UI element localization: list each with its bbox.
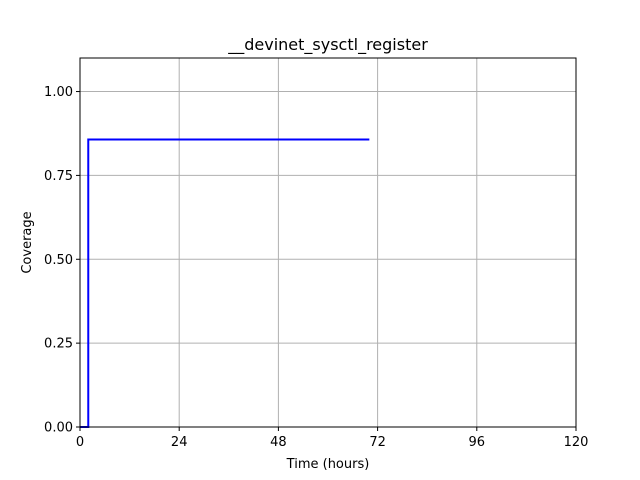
x-tick-label: 120 [564,435,589,450]
y-axis-label: Coverage [20,211,35,273]
y-tick-label: 1.00 [44,85,73,100]
x-tick-label: 48 [270,435,287,450]
ticks-layer: 0 24 48 72 96 120 0.00 0.25 0.50 0.75 1.00 [44,85,588,450]
x-tick-label: 96 [469,435,486,450]
x-tick-label: 0 [76,435,84,450]
y-tick-label: 0.25 [44,337,73,352]
plot-frame [79,57,577,428]
x-axis-label: Time (hours) [286,457,370,472]
y-tick-label: 0.75 [44,169,73,184]
x-tick-label: 24 [171,435,188,450]
chart-title: __devinet_sysctl_register [227,35,428,55]
y-tick-label: 0.00 [44,421,73,436]
y-tick-label: 0.50 [44,253,73,268]
x-tick-label: 72 [369,435,386,450]
